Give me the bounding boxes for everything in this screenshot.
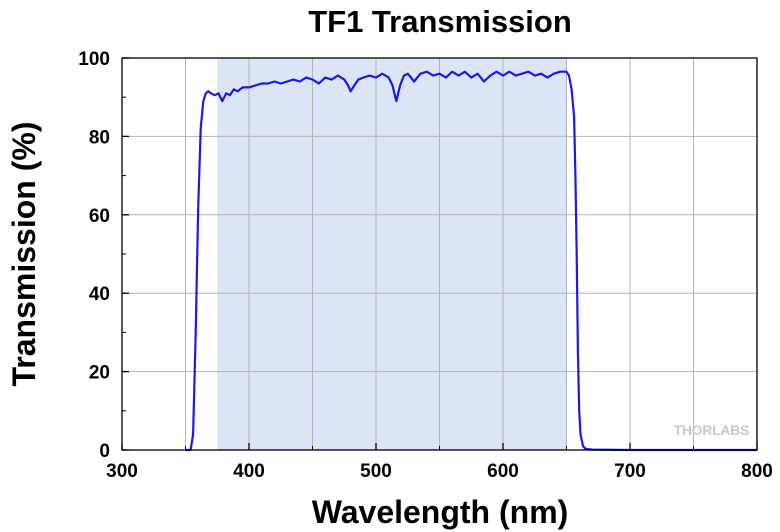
transmission-line — [185, 70, 757, 452]
x-tick-label: 300 — [106, 461, 138, 482]
thorlabs-logo: THORLABS — [674, 422, 749, 438]
plot-area — [121, 57, 758, 452]
y-tick-label: 80 — [89, 127, 110, 148]
y-axis-label: Transmission (%) — [6, 122, 42, 387]
y-tick-label: 100 — [78, 49, 110, 70]
chart-title: TF1 Transmission — [308, 4, 572, 39]
x-tick-label: 500 — [360, 461, 392, 482]
shaded-band — [217, 58, 567, 450]
x-axis-label: Wavelength (nm) — [312, 494, 569, 530]
grid — [122, 58, 757, 450]
x-tick-label: 800 — [741, 461, 773, 482]
y-tick-label: 60 — [89, 206, 110, 227]
x-tick-label: 600 — [487, 461, 519, 482]
y-tick-label: 0 — [99, 441, 110, 462]
x-tick-label: 400 — [233, 461, 265, 482]
tick-marks — [121, 57, 758, 451]
y-tick-label: 40 — [89, 284, 110, 305]
x-tick-label: 700 — [614, 461, 646, 482]
tick-labels: 300 400 500 600 700 800 0 20 40 60 80 100 — [78, 49, 773, 482]
y-tick-label: 20 — [89, 363, 110, 384]
